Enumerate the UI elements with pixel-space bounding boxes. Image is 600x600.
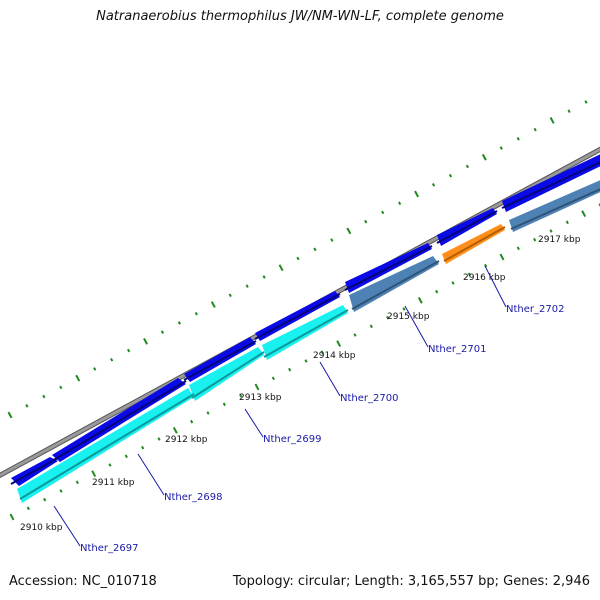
gene-label-leader	[244, 408, 264, 438]
major-tick	[467, 272, 471, 277]
major-ticks	[9, 203, 600, 521]
minor-tick	[313, 247, 317, 252]
gene-label-leader	[53, 505, 81, 547]
minor-tick	[143, 337, 148, 345]
minor-tick	[93, 367, 97, 371]
minor-tick	[59, 385, 63, 390]
minor-tick	[481, 153, 487, 161]
minor-tick	[296, 256, 300, 261]
major-tick	[516, 246, 520, 251]
minor-tick	[262, 275, 266, 279]
minor-tick	[75, 374, 81, 382]
major-tick	[157, 437, 161, 441]
major-tick	[124, 454, 128, 459]
minor-tick	[177, 321, 182, 325]
minor-tick	[381, 210, 385, 215]
genome-title: Natranaerobius thermophilus JW/NM-WN-LF,…	[96, 9, 504, 24]
major-tick	[499, 253, 505, 261]
major-tick	[172, 426, 178, 434]
gene-label-nther-2699[interactable]: Nther_2699	[263, 434, 321, 445]
minor-tick	[110, 357, 114, 362]
gene-label-leader	[404, 305, 429, 348]
minor-tick	[448, 173, 453, 178]
major-tick	[59, 489, 63, 493]
major-tick	[288, 367, 292, 372]
major-tick	[141, 445, 145, 450]
accession-text: Accession: NC_010718	[9, 574, 157, 589]
major-tick	[451, 281, 455, 285]
minor-tick	[25, 403, 29, 408]
major-tick	[190, 419, 194, 424]
minor-tick	[499, 146, 503, 150]
minor-tick	[533, 127, 537, 132]
major-tick	[369, 324, 373, 329]
tick-label: 2917 kbp	[538, 235, 581, 245]
minor-tick	[346, 227, 352, 235]
minor-tick	[584, 100, 588, 104]
major-tick	[336, 340, 342, 348]
major-tick	[320, 350, 324, 355]
gene-label-nther-2698[interactable]: Nther_2698	[164, 492, 222, 503]
major-tick	[549, 229, 553, 233]
tick-label: 2910 kbp	[20, 523, 63, 533]
gene-label-leader	[137, 453, 165, 496]
minor-tick	[194, 311, 198, 316]
major-tick	[353, 333, 357, 337]
major-tick	[26, 506, 30, 511]
minor-tick	[567, 109, 571, 114]
gene-label-nther-2701[interactable]: Nther_2701	[428, 344, 486, 355]
major-tick	[304, 359, 308, 363]
minor-tick	[210, 301, 216, 308]
major-tick	[239, 393, 243, 398]
major-tick	[565, 220, 569, 225]
major-tick	[581, 210, 587, 218]
gene-label-leader	[484, 265, 507, 308]
tick-label: 2916 kbp	[463, 273, 506, 283]
major-tick	[43, 497, 47, 502]
minor-tick	[278, 264, 284, 272]
minor-tick	[364, 219, 368, 224]
gene-label-nther-2700[interactable]: Nther_2700	[340, 393, 398, 404]
minor-ticks	[7, 100, 588, 419]
major-tick	[108, 463, 112, 467]
major-tick	[417, 296, 423, 304]
major-tick	[91, 470, 97, 478]
minor-tick	[228, 293, 232, 298]
gene-label-nther-2702[interactable]: Nther_2702	[506, 304, 564, 315]
minor-tick	[516, 137, 520, 141]
major-tick	[271, 376, 275, 381]
minor-tick	[245, 284, 249, 288]
major-tick	[484, 263, 488, 268]
minor-tick	[7, 411, 13, 419]
major-tick	[222, 402, 226, 407]
major-tick	[386, 315, 390, 320]
major-tick	[75, 480, 79, 485]
minor-tick	[414, 190, 420, 198]
minor-tick	[42, 394, 46, 399]
major-tick	[9, 513, 15, 521]
major-tick	[533, 237, 537, 242]
major-tick	[254, 383, 260, 391]
minor-tick	[330, 238, 334, 242]
minor-tick	[398, 201, 402, 206]
major-tick	[435, 289, 439, 294]
minor-tick	[126, 348, 131, 353]
genome-summary-text: Topology: circular; Length: 3,165,557 bp…	[232, 574, 590, 589]
minor-tick	[465, 164, 470, 169]
tick-label: 2911 kbp	[92, 478, 135, 488]
tick-label: 2914 kbp	[313, 351, 356, 361]
minor-tick	[549, 117, 555, 124]
gene-label-leader	[319, 361, 341, 397]
tick-label: 2913 kbp	[239, 393, 282, 403]
tick-label: 2912 kbp	[165, 435, 208, 445]
gene-label-nther-2697[interactable]: Nther_2697	[80, 543, 138, 554]
major-tick	[206, 411, 210, 415]
tick-label: 2915 kbp	[387, 312, 430, 322]
minor-tick	[160, 330, 165, 334]
minor-tick	[431, 183, 436, 187]
major-tick	[402, 307, 406, 311]
